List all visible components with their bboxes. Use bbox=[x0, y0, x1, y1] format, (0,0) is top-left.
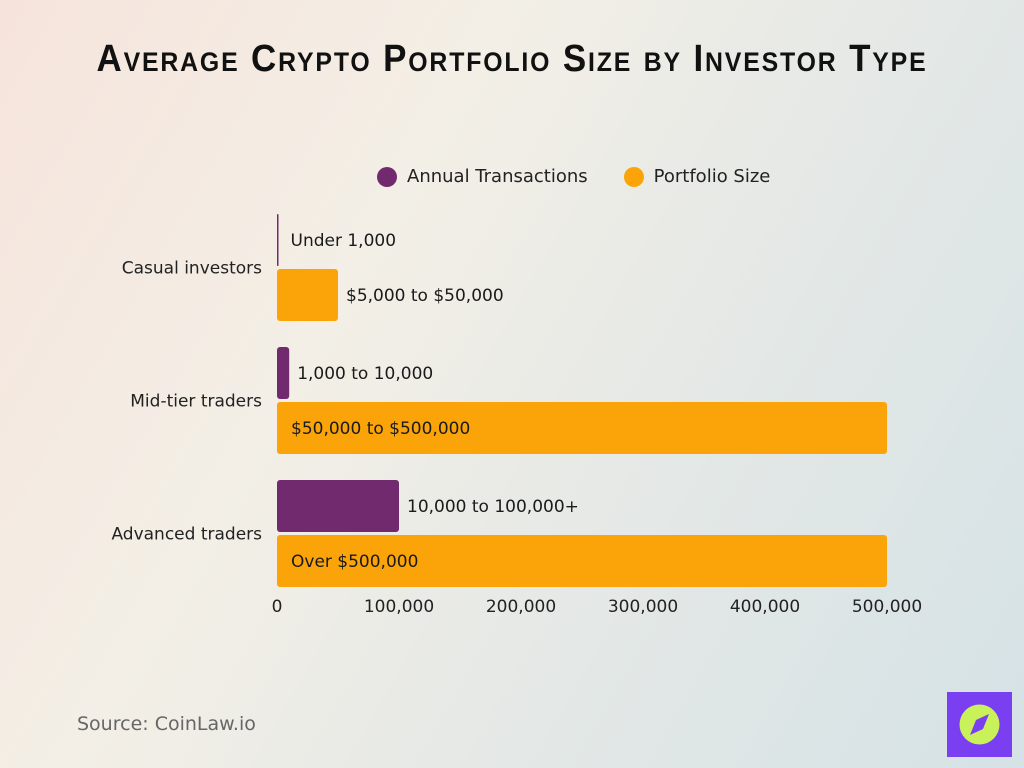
data-label: Under 1,000 bbox=[291, 231, 397, 251]
bar-annual-transactions bbox=[277, 480, 399, 532]
legend-swatch bbox=[623, 166, 644, 187]
data-label: $5,000 to $50,000 bbox=[346, 286, 504, 306]
bar-portfolio-size bbox=[277, 535, 887, 587]
data-label: 10,000 to 100,000+ bbox=[407, 497, 579, 517]
legend-label: Portfolio Size bbox=[653, 166, 771, 187]
category-label: Mid-tier traders bbox=[130, 392, 262, 412]
x-tick-label: 500,000 bbox=[852, 597, 922, 617]
legend-item-annual-transactions: Annual Transactions bbox=[377, 166, 588, 187]
bar-annual-transactions bbox=[277, 347, 290, 399]
x-tick-label: 100,000 bbox=[364, 597, 434, 617]
data-label: $50,000 to $500,000 bbox=[291, 419, 470, 439]
bar-annual-transactions bbox=[277, 214, 279, 266]
x-tick-label: 400,000 bbox=[730, 597, 800, 617]
x-tick-label: 200,000 bbox=[486, 597, 556, 617]
category-label: Casual investors bbox=[122, 259, 262, 279]
data-label: Over $500,000 bbox=[291, 552, 418, 572]
bar-portfolio-size bbox=[277, 402, 887, 454]
category-label: Advanced traders bbox=[111, 525, 262, 545]
data-label: 1,000 to 10,000 bbox=[297, 364, 433, 384]
logo bbox=[947, 692, 1012, 757]
x-tick-label: 300,000 bbox=[608, 597, 678, 617]
legend: Annual Transactions Portfolio Size bbox=[377, 166, 770, 187]
source-text: Source: CoinLaw.io bbox=[77, 713, 256, 735]
bar-portfolio-size bbox=[277, 269, 338, 321]
x-tick-label: 0 bbox=[272, 597, 283, 617]
chart-title: Average Crypto Portfolio Size by Investo… bbox=[96, 38, 928, 80]
legend-item-portfolio-size: Portfolio Size bbox=[623, 166, 771, 187]
compass-icon bbox=[959, 704, 1000, 745]
legend-label: Annual Transactions bbox=[407, 166, 588, 187]
legend-swatch bbox=[377, 166, 397, 187]
